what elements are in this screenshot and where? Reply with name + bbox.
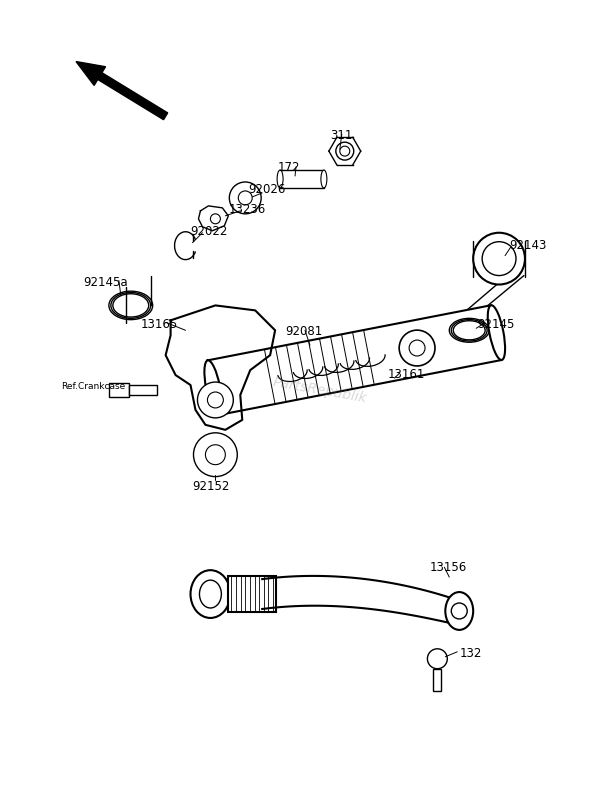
Bar: [109, 383, 129, 397]
Circle shape: [340, 146, 350, 156]
Text: 13161: 13161: [388, 368, 425, 381]
Circle shape: [193, 433, 237, 476]
Bar: [129, 385, 157, 395]
Circle shape: [238, 191, 252, 205]
Circle shape: [409, 340, 425, 356]
Text: 92152: 92152: [193, 480, 230, 493]
Text: 92145a: 92145a: [83, 276, 128, 289]
Text: 92026: 92026: [248, 183, 286, 196]
Ellipse shape: [445, 592, 473, 630]
Circle shape: [205, 445, 226, 465]
Text: 92145: 92145: [477, 319, 515, 331]
Circle shape: [197, 382, 233, 418]
Circle shape: [208, 392, 223, 408]
Circle shape: [451, 603, 467, 619]
Text: 172: 172: [278, 161, 301, 174]
Text: 13165: 13165: [141, 319, 178, 331]
Circle shape: [399, 330, 435, 366]
Text: 92081: 92081: [285, 325, 322, 338]
Bar: [433, 669, 442, 691]
Bar: [229, 576, 276, 612]
Text: 311: 311: [330, 130, 352, 142]
Ellipse shape: [277, 170, 283, 188]
Ellipse shape: [191, 570, 230, 618]
Ellipse shape: [488, 305, 505, 360]
Circle shape: [336, 142, 354, 160]
Circle shape: [427, 649, 448, 669]
Text: 92143: 92143: [509, 239, 547, 252]
Ellipse shape: [482, 242, 516, 276]
Text: 13236: 13236: [229, 203, 266, 216]
Text: Ref.Crankcase: Ref.Crankcase: [61, 382, 125, 391]
Ellipse shape: [199, 580, 221, 608]
Polygon shape: [208, 305, 502, 415]
Ellipse shape: [321, 170, 327, 188]
Text: PartsRepublik: PartsRepublik: [272, 374, 368, 405]
Text: 132: 132: [459, 647, 482, 660]
FancyArrow shape: [76, 61, 168, 119]
Polygon shape: [166, 305, 275, 430]
Polygon shape: [199, 206, 229, 231]
Circle shape: [211, 214, 220, 224]
Bar: [280, 170, 324, 188]
Text: 13156: 13156: [430, 561, 467, 574]
Ellipse shape: [473, 232, 525, 284]
Circle shape: [229, 182, 261, 214]
Ellipse shape: [205, 360, 222, 415]
Text: 92022: 92022: [191, 225, 228, 238]
